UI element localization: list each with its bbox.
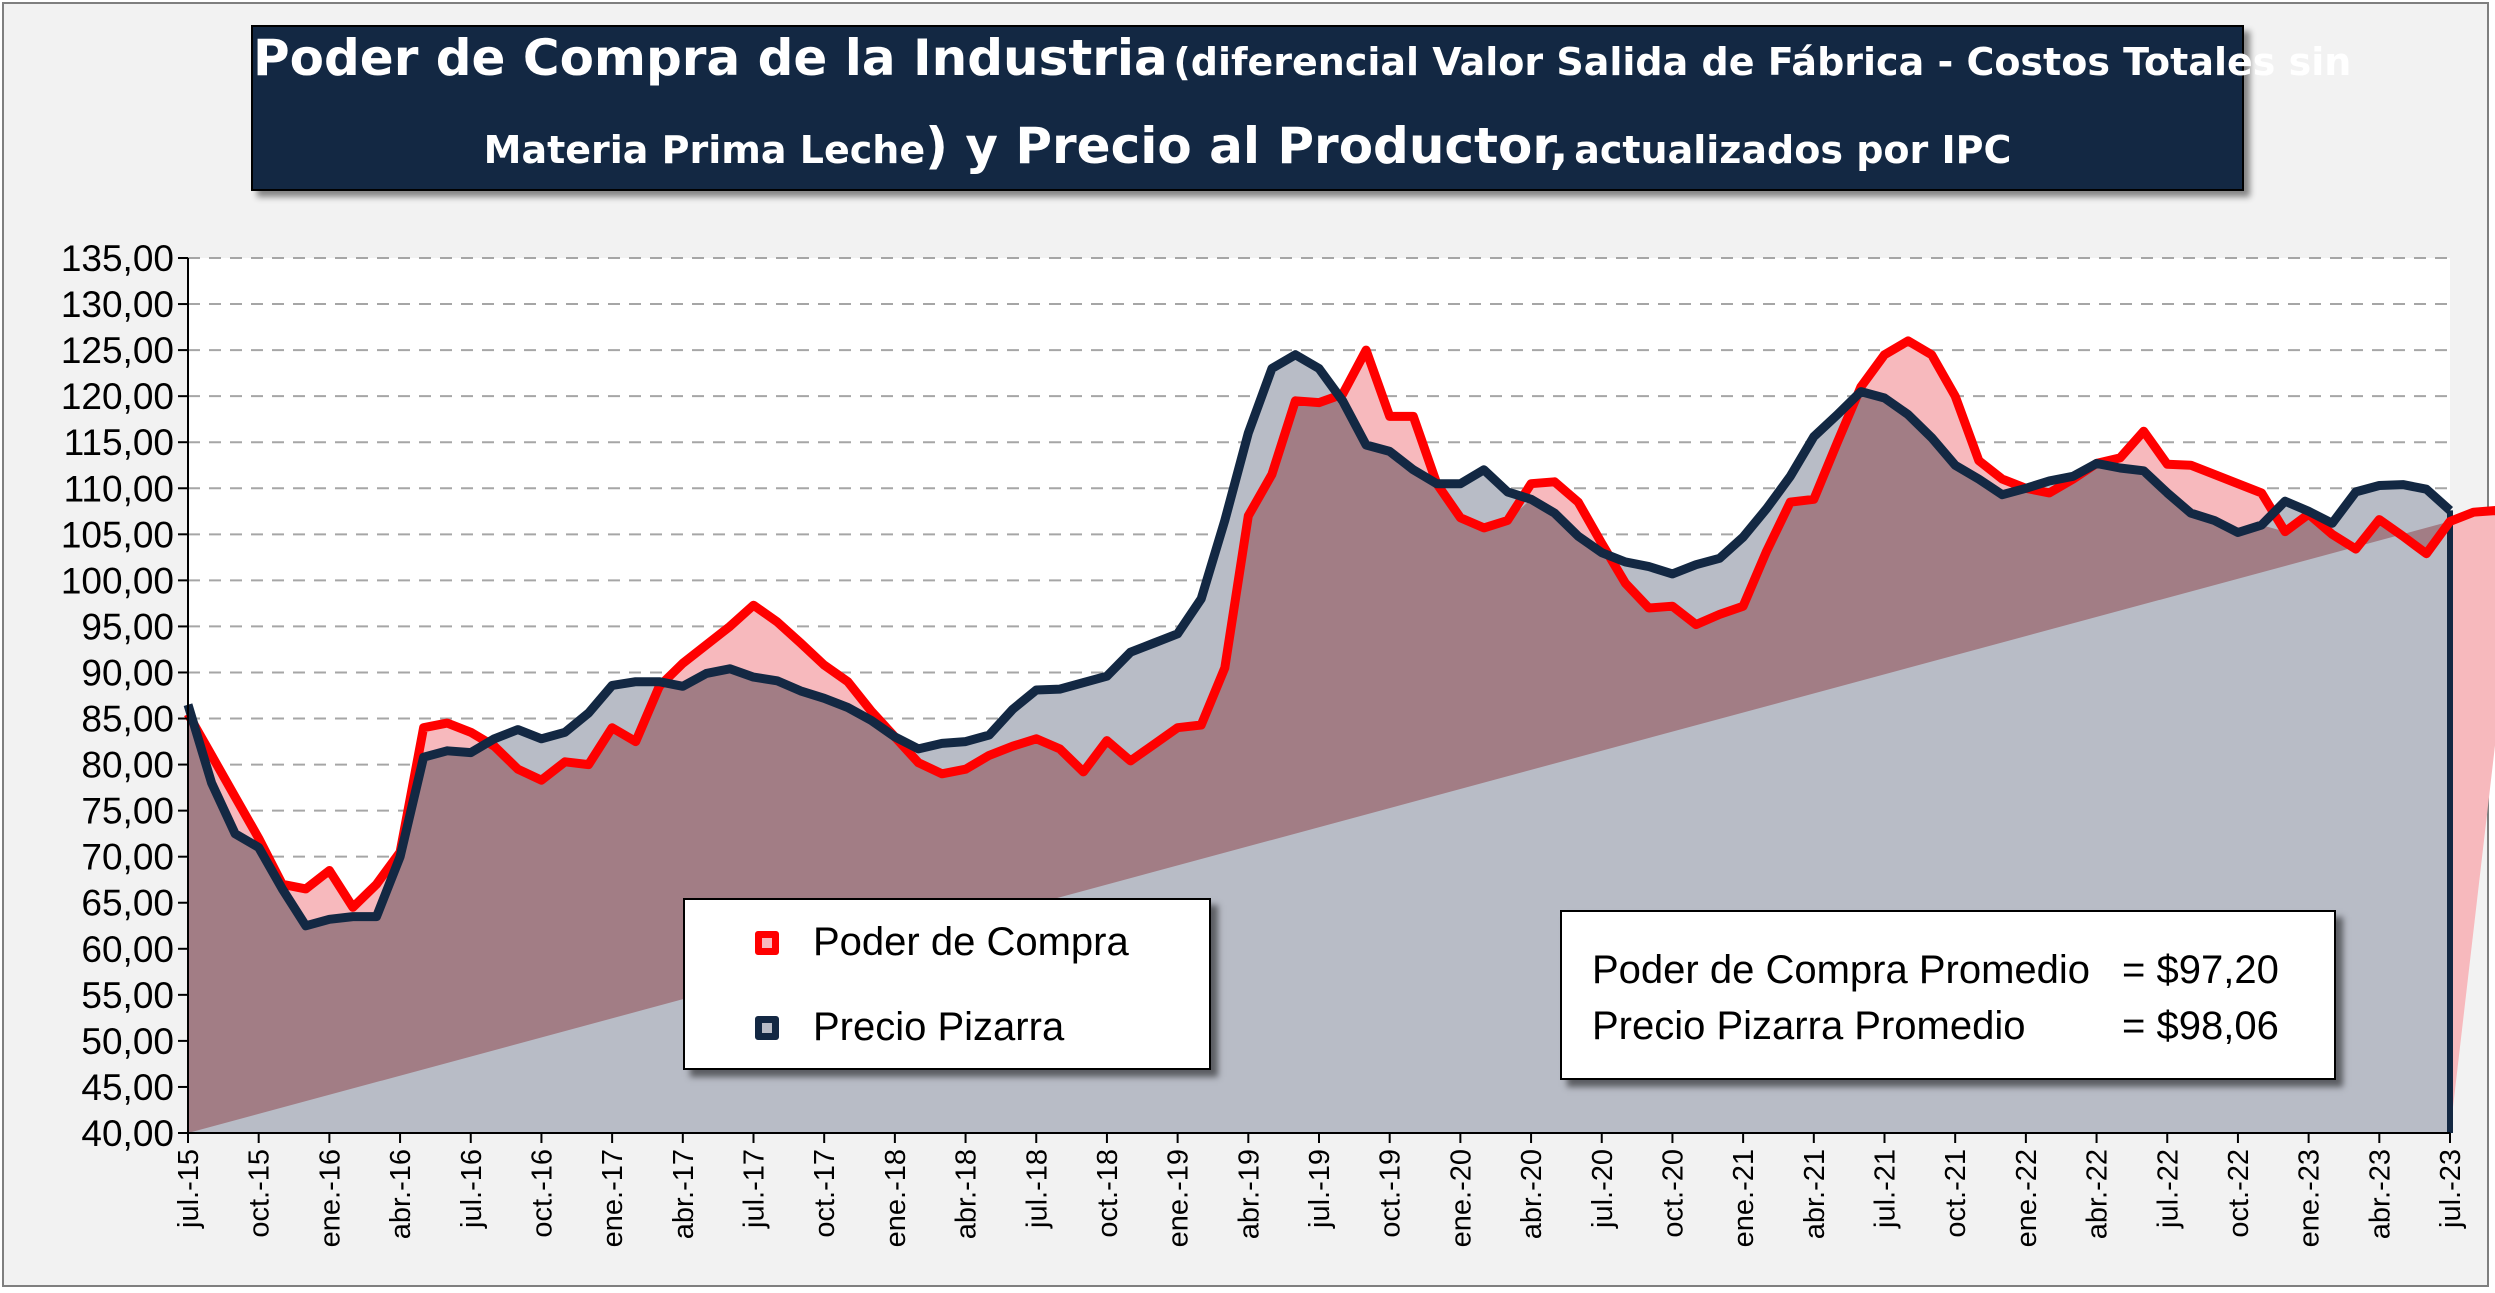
line-poder-de-compra [184,336,2495,912]
x-tick-label: abr.-23 [2364,1149,2396,1239]
y-tick-label: 60,00 [81,929,174,970]
y-tick-label: 80,00 [81,745,174,786]
y-tick-label: 135,00 [61,238,174,279]
y-tick-label: 100,00 [61,560,174,601]
y-tick-label: 105,00 [61,514,174,555]
stat-poder-value: = $97,20 [2122,948,2279,992]
x-tick-label: abr.-22 [2082,1149,2114,1239]
legend-item-poder: Poder de Compra [685,900,1209,986]
x-tick-label: jul.-20 [1587,1149,1619,1229]
x-tick-label: jul.-17 [739,1149,771,1229]
stat-pizarra-value: = $98,06 [2122,1004,2279,1048]
stat-pizarra-label: Precio Pizarra Promedio [1592,1004,2026,1048]
y-tick-label: 50,00 [81,1021,174,1062]
stat-poder-label: Poder de Compra Promedio [1592,948,2091,992]
x-tick-label: oct.-20 [1657,1149,1689,1238]
y-tick-label: 95,00 [81,606,174,647]
x-tick-label: oct.-19 [1375,1149,1407,1238]
y-tick-label: 75,00 [81,791,174,832]
y-tick-label: 125,00 [61,330,174,371]
x-tick-label: oct.-16 [526,1149,558,1238]
x-tick-label: oct.-17 [809,1149,841,1238]
title-main-part2: ) y Precio al Productor, [925,117,1569,175]
x-tick-label: ene.-22 [2011,1149,2043,1247]
x-tick-label: abr.-19 [1233,1149,1265,1239]
legend-swatch-poder [755,931,779,955]
y-tick-label: 110,00 [64,468,174,509]
title-main: Poder de Compra de la Industria [253,29,1168,87]
x-tick-label: ene.-17 [597,1149,629,1247]
y-tick-label: 65,00 [81,883,174,924]
x-tick-label: ene.-20 [1445,1149,1477,1247]
y-tick-label: 70,00 [81,837,174,878]
chart-title: Poder de Compra de la Industria (diferen… [251,25,2351,191]
x-tick-label: oct.-18 [1092,1149,1124,1238]
x-tick-label: oct.-21 [1940,1149,1972,1238]
x-tick-label: jul.-22 [2152,1149,2184,1229]
x-tick-label: oct.-22 [2223,1149,2255,1238]
title-subtitle-part1: (diferencial Valor Salida de Fábrica - C… [1173,40,2352,84]
x-tick-label: jul.-23 [2435,1149,2467,1229]
y-tick-label: 90,00 [81,652,174,693]
x-tick-label: abr.-17 [668,1149,700,1239]
y-tick-label: 45,00 [81,1067,174,1108]
legend-label-poder: Poder de Compra [813,920,1129,964]
x-tick-label: abr.-18 [951,1149,983,1239]
x-tick-label: ene.-23 [2294,1149,2326,1247]
x-tick-label: abr.-21 [1799,1149,1831,1239]
y-tick-label: 130,00 [61,284,174,325]
x-tick-label: abr.-20 [1516,1149,1548,1239]
y-tick-label: 55,00 [81,975,174,1016]
x-tick-label: oct.-15 [244,1149,276,1238]
title-subtitle-part3: actualizados por IPC [1574,128,2012,172]
x-tick-label: jul.-19 [1304,1149,1336,1229]
legend: Poder de Compra Precio Pizarra [683,898,1211,1070]
line-precio-pizarra [183,350,2454,931]
legend-item-pizarra: Precio Pizarra [685,986,1209,1072]
x-tick-label: ene.-21 [1728,1149,1760,1247]
y-tick-label: 85,00 [81,699,174,740]
title-subtitle-part2: Materia Prima Leche [483,128,926,172]
legend-label-pizarra: Precio Pizarra [813,1005,1065,1049]
x-tick-label: jul.-16 [456,1149,488,1229]
legend-swatch-pizarra [755,1016,779,1040]
x-tick-label: abr.-16 [385,1149,417,1239]
y-tick-label: 115,00 [64,422,174,463]
x-tick-label: ene.-16 [314,1149,346,1247]
x-tick-label: jul.-21 [1870,1149,1902,1229]
y-tick-label: 120,00 [61,376,174,417]
y-tick-label: 40,00 [81,1113,174,1154]
stats-box: Poder de Compra Promedio = $97,20 Precio… [1560,910,2336,1080]
x-tick-label: jul.-15 [173,1149,205,1229]
x-tick-label: ene.-18 [880,1149,912,1247]
x-tick-label: ene.-19 [1163,1149,1195,1247]
x-tick-label: jul.-18 [1021,1149,1053,1229]
